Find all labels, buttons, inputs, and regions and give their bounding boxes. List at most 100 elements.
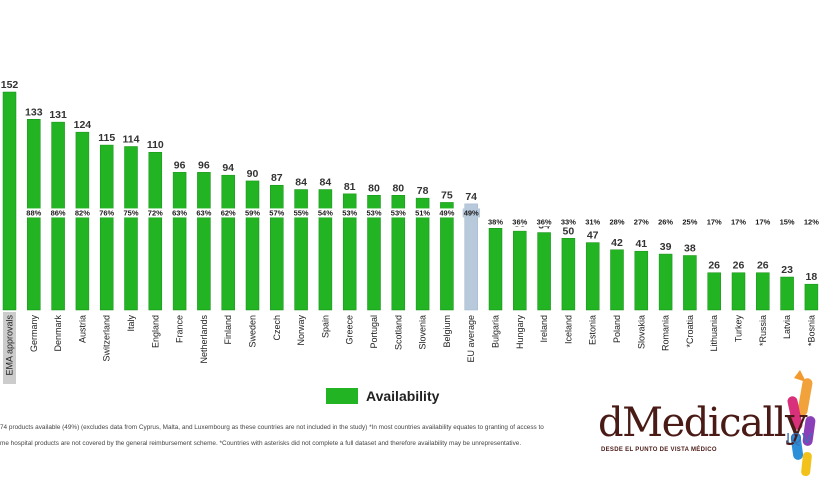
value-label: 81 (344, 181, 356, 193)
percent-label: 53% (342, 208, 357, 217)
logo-wordmark: dMedically (598, 400, 808, 446)
percent-label: 51% (415, 208, 430, 217)
percent-label-bg (49, 208, 67, 218)
category-label-bg (3, 312, 16, 384)
bar (561, 238, 576, 311)
percent-label-bg (146, 208, 165, 218)
percent-label-bg (778, 217, 796, 227)
value-label: 115 (98, 132, 115, 144)
category-label: Italy (126, 315, 136, 332)
bar (294, 189, 308, 311)
percent-label-bg (365, 208, 383, 218)
value-label: 124 (74, 119, 92, 131)
percent-label: 28% (609, 217, 624, 226)
bar (367, 195, 381, 311)
bar (464, 203, 478, 311)
bar (804, 283, 819, 311)
percent-label-bg (25, 208, 43, 218)
category-label: Slovakia (636, 315, 646, 349)
category-label: Denmark (53, 315, 63, 352)
percent-label: 88% (26, 208, 41, 217)
bar (221, 174, 235, 311)
percent-label: 36% (537, 217, 552, 226)
percent-label: 17% (755, 217, 770, 226)
category-label: Iceland (563, 315, 573, 344)
category-label: EU average (466, 315, 476, 363)
category-label: Bulgaria (491, 315, 501, 348)
category-label: Spain (320, 315, 330, 338)
percent-label-bg (341, 208, 359, 218)
bar (707, 272, 721, 311)
value-label: 87 (271, 172, 283, 184)
percent-label-bg (754, 217, 772, 227)
bar (780, 276, 794, 311)
percent-label: 76% (99, 208, 114, 217)
percent-label-bg (171, 208, 189, 218)
value-label: 74 (465, 191, 477, 203)
legend-label: Availability (366, 388, 440, 404)
value-label: 90 (247, 168, 259, 180)
value-label: 50 (563, 225, 575, 237)
value-label: 96 (174, 159, 186, 171)
bar (610, 249, 624, 311)
value-label: 110 (147, 139, 164, 151)
legend: Availability (326, 388, 439, 404)
bar (124, 146, 138, 311)
percent-label: 38% (488, 217, 503, 226)
percent-label-bg (681, 217, 699, 227)
value-label: 26 (757, 260, 769, 272)
percent-label-bg (438, 208, 456, 218)
category-label: Ireland (539, 315, 549, 343)
percent-label: 49% (439, 208, 454, 217)
category-label: France (175, 315, 185, 343)
value-label: 133 (25, 106, 43, 118)
value-label: 39 (660, 241, 672, 253)
bar (197, 172, 211, 311)
percent-label: 27% (634, 217, 649, 226)
bar-chart: 152 EMA approvals 133 88% Germany 131 86% Denma… (1, 79, 821, 384)
percent-label: 53% (391, 208, 406, 217)
value-label: 41 (635, 238, 647, 250)
bar (270, 184, 284, 311)
bar (342, 193, 357, 311)
value-label: 84 (295, 177, 307, 189)
percent-label: 31% (585, 217, 600, 226)
value-label: 80 (392, 182, 404, 194)
value-label: 38 (684, 243, 696, 255)
category-label: *Bosnia (806, 315, 816, 346)
category-label: *Russia (758, 315, 768, 346)
percent-label: 25% (682, 217, 697, 226)
percent-label-bg (316, 208, 335, 218)
category-label: Norway (296, 315, 306, 346)
bar (99, 144, 114, 311)
bar (488, 228, 503, 311)
bar (318, 189, 333, 311)
value-label: 78 (417, 185, 429, 197)
bar (391, 195, 406, 311)
category-label: Belgium (442, 315, 452, 348)
value-label: 152 (1, 79, 19, 91)
percent-label-bg (632, 217, 651, 227)
category-label: Sweden (248, 315, 258, 348)
percent-label: 57% (269, 208, 284, 217)
category-label: Finland (223, 315, 233, 345)
percent-label-bg (584, 217, 602, 227)
category-label: Austria (77, 315, 87, 343)
percent-label-bg (195, 208, 213, 218)
percent-label-bg (98, 208, 116, 218)
percent-label-bg (462, 208, 481, 218)
value-label: 23 (781, 264, 793, 276)
percent-label-bg (802, 217, 821, 227)
bar (731, 272, 746, 311)
category-label: Slovenia (418, 315, 428, 350)
percent-label-bg (414, 208, 432, 218)
legend-swatch (326, 388, 358, 404)
percent-label: 62% (221, 208, 236, 217)
percent-label: 17% (707, 217, 722, 226)
percent-label: 75% (123, 208, 138, 217)
bar (75, 131, 90, 311)
percent-label-bg (243, 208, 262, 218)
category-label: Romania (661, 315, 671, 351)
dmedically-logo: dMedically DESDE EL PUNTO DE VISTA MÉDIC… (598, 370, 824, 492)
percent-label: 55% (294, 208, 309, 217)
